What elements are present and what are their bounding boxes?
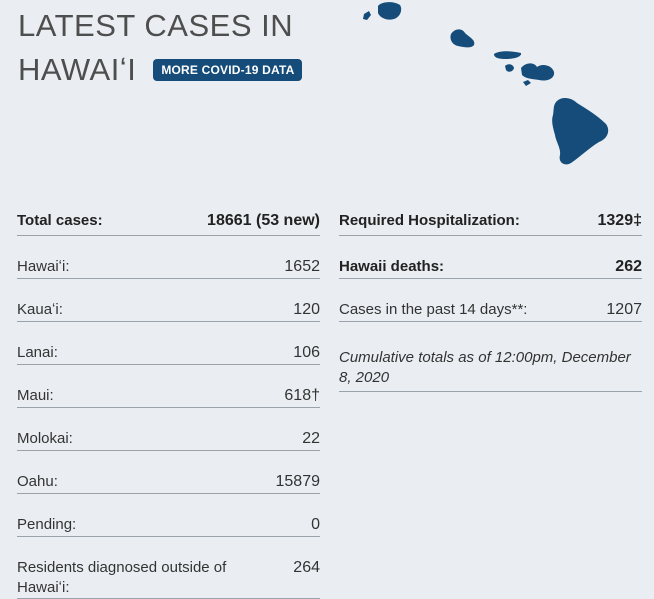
row-value: 22 [302,430,320,447]
table-row: Residents diagnosed outside of Hawaiʻi: … [17,557,320,599]
table-row: Molokai: 22 [17,428,320,451]
table-row: Total cases: 18661 (53 new) [17,210,320,236]
more-covid-data-button[interactable]: MORE COVID-19 DATA [153,59,303,81]
row-label: Required Hospitalization: [339,212,520,229]
row-value: 618† [284,387,320,404]
row-label: Oahu: [17,473,58,490]
row-label: Kauaʻi: [17,301,63,318]
table-row: Lanai: 106 [17,342,320,365]
row-label: Molokai: [17,430,73,447]
row-value: 1652 [284,258,320,275]
row-label: Maui: [17,387,54,404]
cumulative-totals-note: Cumulative totals as of 12:00pm, Decembe… [339,348,642,392]
hawaii-islands-map-icon [363,2,609,165]
row-label: Residents diagnosed outside of Hawaiʻi: [17,559,227,596]
row-value: 15879 [275,473,321,490]
title-line-1: LATEST CASES IN [18,8,294,43]
row-label: Hawaii deaths: [339,258,445,275]
island-cases-table: Total cases: 18661 (53 new) Hawaiʻi: 165… [17,210,320,599]
row-value: 264 [293,559,320,576]
title-line-2: HAWAIʻI [18,52,137,87]
page-title: LATEST CASES IN HAWAIʻI MORE COVID-19 DA… [18,4,303,92]
table-row: Kauaʻi: 120 [17,299,320,322]
row-label: Cases in the past 14 days**: [339,301,528,318]
row-value: 262 [615,258,642,275]
table-row: Cases in the past 14 days**: 1207 [339,299,642,322]
table-row: Oahu: 15879 [17,471,320,494]
row-label: Total cases: [17,212,103,229]
table-row: Hawaiʻi: 1652 [17,256,320,279]
table-row: Maui: 618† [17,385,320,408]
row-value: 1207 [606,301,642,318]
row-value: 120 [293,301,320,318]
row-value: 106 [293,344,320,361]
table-row: Required Hospitalization: 1329‡ [339,210,642,236]
row-label: Pending: [17,516,77,533]
row-value: 0 [311,516,320,533]
row-value: 18661 (53 new) [207,212,320,229]
statewide-stats-table: Required Hospitalization: 1329‡ Hawaii d… [339,210,642,392]
table-row: Pending: 0 [17,514,320,537]
row-value: 1329‡ [597,212,643,229]
table-row: Hawaii deaths: 262 [339,256,642,279]
row-label: Lanai: [17,344,58,361]
row-label: Hawaiʻi: [17,258,70,275]
